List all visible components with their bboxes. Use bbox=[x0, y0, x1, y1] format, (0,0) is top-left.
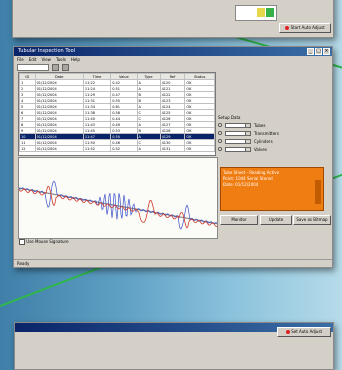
table-cell: 12 bbox=[19, 145, 36, 152]
alert-line: Point: 1044 Serial Stored bbox=[223, 176, 273, 181]
option-select[interactable] bbox=[225, 138, 251, 144]
save-as-bitmap-button[interactable]: Save as Bitmap bbox=[293, 215, 331, 225]
blue-trace bbox=[19, 180, 217, 230]
status-bar: Ready bbox=[14, 259, 332, 267]
table-header-row: ID Date Time Value Type Ref Status bbox=[19, 73, 215, 80]
radio-dot-icon bbox=[218, 139, 222, 143]
start-auto-adjust-button[interactable]: Start Auto Adjust bbox=[279, 23, 331, 33]
radio-option[interactable] bbox=[218, 122, 222, 128]
minimize-button[interactable]: _ bbox=[307, 48, 314, 55]
status-cell bbox=[257, 8, 265, 17]
menu-edit[interactable]: Edit bbox=[28, 57, 37, 62]
window-title: Tubular Inspection Tool bbox=[18, 48, 76, 54]
radio-dot-icon bbox=[218, 147, 222, 151]
chart-caption: Use Mouse Signature bbox=[19, 239, 69, 245]
option-label: Cylinders bbox=[254, 138, 273, 144]
menu-bar: File Edit View Tools Help bbox=[14, 56, 332, 63]
menu-tools[interactable]: Tools bbox=[55, 57, 66, 62]
radio-option[interactable] bbox=[218, 130, 222, 136]
checkbox-icon[interactable] bbox=[19, 239, 25, 245]
table-cell: 01/12/2004 bbox=[34, 145, 84, 152]
print-icon[interactable] bbox=[62, 63, 69, 71]
alert-scroll[interactable] bbox=[315, 180, 321, 204]
options-group-label: Setup Data bbox=[218, 115, 241, 120]
update-button[interactable]: Update bbox=[260, 215, 292, 225]
close-button[interactable]: × bbox=[323, 48, 330, 55]
radio-option[interactable] bbox=[218, 146, 222, 152]
table-cell: 4131 bbox=[159, 145, 186, 152]
set-auto-adjust-button[interactable]: Set Auto Adjust bbox=[277, 327, 331, 337]
menu-help[interactable]: Help bbox=[70, 57, 80, 62]
option-select[interactable] bbox=[225, 130, 251, 136]
alert-line: Date: 01/12/2004 bbox=[223, 182, 259, 187]
refresh-icon[interactable] bbox=[52, 63, 59, 71]
filter-input[interactable] bbox=[17, 63, 49, 71]
waveform-panel bbox=[18, 157, 218, 239]
table-cell: OK bbox=[184, 145, 215, 152]
data-table: ID Date Time Value Type Ref Status 1 01/1… bbox=[19, 73, 215, 152]
option-label: Valves bbox=[254, 146, 267, 152]
table-row[interactable]: 3 01/12/2004 11:29 0.47 B 4122 OK bbox=[19, 91, 215, 98]
menu-view[interactable]: View bbox=[41, 57, 51, 62]
option-select[interactable] bbox=[225, 122, 251, 128]
alert-line: Tube Sheet - Reading Active bbox=[223, 170, 280, 175]
table-row[interactable]: 9 01/12/2004 11:45 0.53 B 4128 OK bbox=[19, 127, 215, 134]
title-bar bbox=[15, 323, 333, 332]
table-row[interactable]: 6 01/12/2004 11:38 0.58 C 4125 OK bbox=[19, 109, 215, 116]
maximize-button[interactable]: □ bbox=[315, 48, 322, 55]
option-select[interactable] bbox=[225, 146, 251, 152]
table-cell: A bbox=[136, 145, 161, 152]
radio-dot-icon bbox=[218, 131, 222, 135]
stop-icon bbox=[285, 26, 290, 30]
data-table-container: ID Date Time Value Type Ref Status 1 01/1… bbox=[18, 72, 216, 156]
top-window: Start Auto Adjust bbox=[12, 0, 334, 38]
menu-file[interactable]: File bbox=[17, 57, 24, 62]
table-row[interactable]: 12 01/12/2004 11:52 0.52 A 4131 OK bbox=[19, 145, 215, 152]
bottom-window: Set Auto Adjust bbox=[14, 322, 334, 370]
status-text: Ready bbox=[17, 261, 30, 266]
table-cell: 11:52 bbox=[82, 145, 112, 152]
option-label: Tubes bbox=[254, 122, 266, 128]
stop-icon bbox=[285, 330, 290, 334]
options-panel: Setup Data Tubes Transmitters Cylinders … bbox=[218, 115, 328, 193]
radio-option[interactable] bbox=[218, 138, 222, 144]
option-label: Transmitters bbox=[254, 130, 279, 136]
red-trace bbox=[19, 185, 217, 229]
waveform-chart bbox=[19, 180, 217, 230]
table-cell: 0.52 bbox=[110, 145, 138, 152]
radio-dot-icon bbox=[218, 123, 222, 127]
toolbar bbox=[14, 63, 332, 71]
main-window: Tubular Inspection Tool _ □ × File Edit … bbox=[13, 46, 333, 268]
status-cell bbox=[266, 8, 274, 17]
top-grid bbox=[235, 5, 277, 21]
alert-box: Tube Sheet - Reading Active Point: 1044 … bbox=[220, 167, 324, 211]
title-bar: Tubular Inspection Tool _ □ × bbox=[14, 47, 332, 56]
monitor-button[interactable]: Monitor bbox=[220, 215, 258, 225]
table-row[interactable]: 5 01/12/2004 11:34 0.61 A 4124 OK bbox=[19, 103, 215, 110]
